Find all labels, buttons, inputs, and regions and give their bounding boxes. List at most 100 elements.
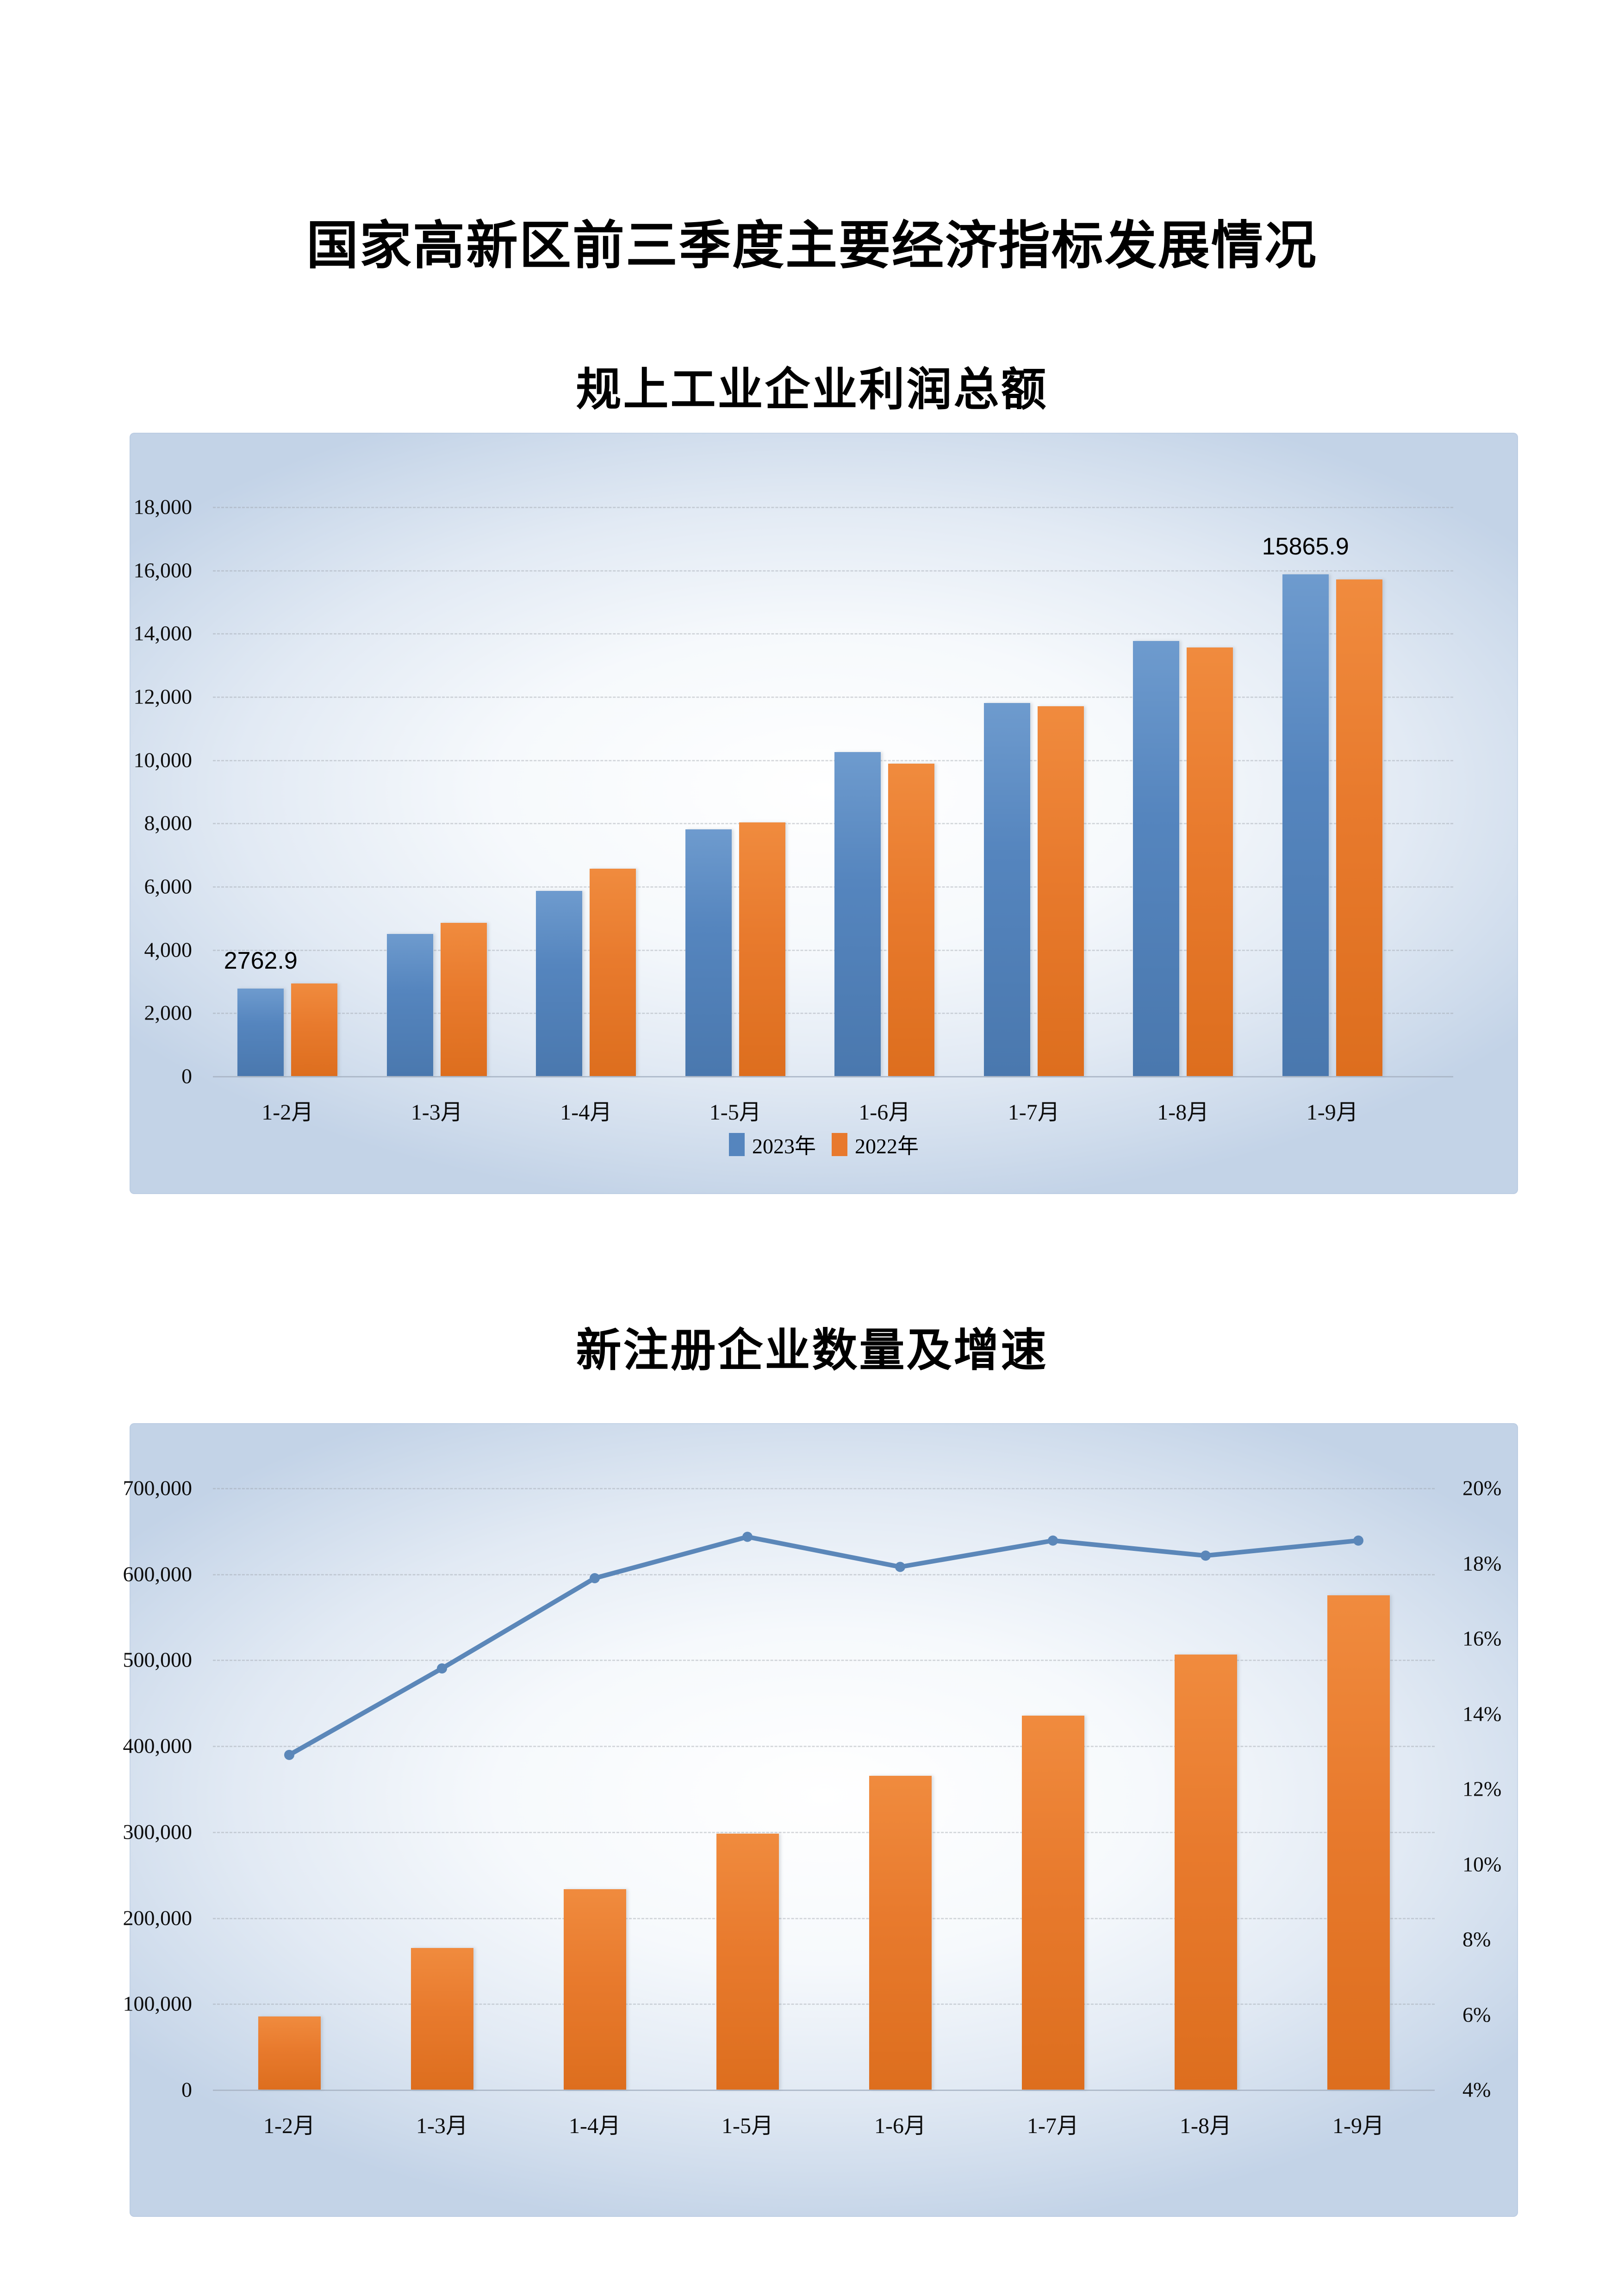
bar-1-5月 [716, 1833, 779, 2090]
bar-2022年-1-3月 [440, 922, 487, 1076]
x-axis-label: 1-4月 [569, 2114, 621, 2138]
gridline [213, 633, 1453, 635]
bar-2023年-1-9月 [1282, 574, 1329, 1076]
bar-2023年-1-2月 [237, 989, 284, 1076]
y-axis-tick-label: 0 [181, 1064, 192, 1088]
bar-2022年-1-8月 [1187, 647, 1233, 1076]
y-axis-tick-label: 6,000 [144, 874, 193, 898]
left-axis-tick-label: 500,000 [123, 1648, 193, 1672]
chart1-area: 0 2,000 4,000 6,000 8,000 10,000 12,000 14,000 1… [130, 433, 1518, 1194]
bar-1-7月 [1021, 1716, 1084, 2090]
growth-rate-marker-1-2月 [284, 1749, 294, 1760]
x-axis-line [213, 2090, 1435, 2091]
y-axis-tick-label: 16,000 [133, 558, 193, 582]
bar-2022年-1-4月 [590, 869, 636, 1076]
legend-label: 2022年 [855, 1134, 919, 1158]
growth-rate-marker-1-3月 [437, 1663, 447, 1674]
growth-rate-marker-1-7月 [1048, 1535, 1058, 1546]
growth-rate-marker-1-4月 [590, 1573, 600, 1583]
left-axis-tick-label: 300,000 [123, 1820, 193, 1844]
growth-rate-marker-1-6月 [895, 1562, 905, 1572]
x-axis-label: 1-9月 [1332, 2114, 1384, 2138]
growth-rate-marker-1-9月 [1353, 1535, 1363, 1546]
x-axis-label: 1-8月 [1180, 2114, 1232, 2138]
x-axis-label: 1-3月 [411, 1100, 463, 1125]
chart2-area: 0 100,000 200,000 300,000 400,000 500,000 600,… [123, 1423, 1518, 2217]
x-axis-label: 1-8月 [1157, 1100, 1209, 1125]
orange-legend-swatch [832, 1133, 847, 1156]
x-axis-label: 1-5月 [722, 2114, 773, 2138]
growth-rate-marker-1-8月 [1201, 1550, 1211, 1561]
bar-2023年-1-6月 [834, 752, 881, 1076]
bar-2022年-1-7月 [1037, 706, 1084, 1076]
gridline [213, 759, 1453, 761]
x-axis-label: 1-7月 [1008, 1100, 1060, 1125]
y-axis-tick-label: 2,000 [144, 1001, 193, 1025]
gridline [213, 697, 1453, 698]
x-axis-label: 1-4月 [560, 1100, 612, 1125]
y-axis-tick-label: 10,000 [133, 748, 193, 772]
left-axis-tick-label: 200,000 [123, 1906, 193, 1930]
bar-2023年-1-4月 [536, 891, 583, 1076]
bar-1-2月 [258, 2016, 321, 2090]
gridline [213, 949, 1453, 951]
y-axis-tick-label: 12,000 [133, 684, 193, 709]
left-axis-tick-label: 100,000 [123, 1991, 193, 2016]
bar-2022年-1-9月 [1336, 579, 1382, 1076]
gridline [213, 886, 1453, 888]
gridline [213, 1660, 1435, 1661]
page-title: 国家高新区前三季度主要经济指标发展情况 [306, 217, 1318, 274]
left-axis-tick-label: 600,000 [123, 1562, 193, 1586]
y-axis-tick-label: 4,000 [144, 938, 193, 962]
x-axis-label: 1-7月 [1027, 2114, 1079, 2138]
x-axis-label: 1-6月 [874, 2114, 926, 2138]
data-label: 2762.9 [224, 947, 298, 975]
bar-2023年-1-7月 [983, 703, 1030, 1076]
y-axis-tick-label: 14,000 [133, 621, 193, 645]
gridline [213, 1917, 1435, 1919]
x-axis-label: 1-6月 [859, 1100, 911, 1125]
gridline [213, 1746, 1435, 1748]
bar-1-9月 [1327, 1595, 1390, 2090]
bar-1-6月 [869, 1776, 932, 2090]
gridline [213, 1574, 1435, 1575]
bar-2022年-1-2月 [291, 983, 338, 1076]
gridline [213, 570, 1453, 572]
right-axis-tick-label: 18% [1462, 1551, 1502, 1575]
right-axis-tick-label: 12% [1462, 1777, 1502, 1801]
right-axis-tick-label: 10% [1462, 1852, 1502, 1876]
growth-rate-polyline [287, 1534, 1361, 1757]
gridline [213, 507, 1453, 508]
right-axis-tick-label: 16% [1462, 1626, 1502, 1650]
legend-item-2023年: 2023年 [729, 1129, 816, 1160]
data-label: 15865.9 [1262, 533, 1349, 560]
x-axis-label: 1-2月 [261, 1100, 314, 1125]
bar-1-8月 [1174, 1655, 1237, 2090]
growth-rate-marker-1-5月 [742, 1531, 753, 1542]
gridline [213, 1488, 1435, 1489]
bar-1-3月 [411, 1948, 473, 2090]
chart2-title: 新注册企业数量及增速 [576, 1326, 1048, 1376]
bar-2023年-1-8月 [1133, 641, 1180, 1076]
chart1-legend: 2023年 2022年 [130, 1129, 1518, 1160]
x-axis-label: 1-5月 [709, 1100, 761, 1125]
bar-1-4月 [563, 1889, 626, 2090]
chart1-title: 规上工业企业利润总额 [576, 365, 1048, 415]
right-axis-tick-label: 4% [1462, 2078, 1491, 2102]
x-axis-line [213, 1076, 1453, 1077]
y-axis-tick-label: 18,000 [133, 495, 193, 519]
gridline [213, 2004, 1435, 2005]
x-axis-label: 1-3月 [416, 2114, 468, 2138]
left-axis-tick-label: 400,000 [123, 1734, 193, 1758]
left-axis-tick-label: 700,000 [123, 1476, 193, 1500]
right-axis-tick-label: 14% [1462, 1702, 1502, 1725]
blue-legend-swatch [729, 1133, 745, 1156]
bar-2023年-1-5月 [685, 829, 732, 1076]
right-axis-tick-label: 20% [1462, 1476, 1502, 1500]
legend-item-2022年: 2022年 [832, 1129, 919, 1160]
bar-2023年-1-3月 [386, 933, 433, 1076]
x-axis-label: 1-9月 [1306, 1100, 1358, 1125]
bar-2022年-1-5月 [739, 822, 785, 1076]
right-axis-tick-label: 8% [1462, 1927, 1491, 1951]
x-axis-label: 1-2月 [263, 2114, 315, 2138]
